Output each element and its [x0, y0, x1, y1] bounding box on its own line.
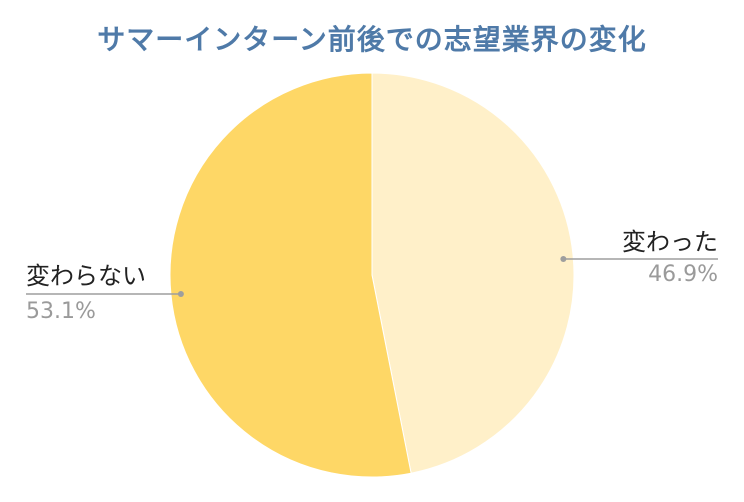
slice-label-2: 変わらない: [26, 262, 146, 290]
pie-slices: [169, 72, 575, 478]
slice-value-label-1: 46.9%: [648, 262, 718, 287]
leader-dot-1: [560, 256, 567, 262]
leader-dot-2: [177, 291, 184, 297]
chart-title: サマーインターン前後での志望業界の変化: [97, 23, 647, 56]
pie-slice-1: [371, 72, 575, 474]
pie-labels: 変わった 46.9% 変わらない 53.1%: [26, 228, 718, 324]
slice-label-1: 変わった: [622, 228, 718, 256]
slice-value-label-2: 53.1%: [26, 299, 96, 324]
